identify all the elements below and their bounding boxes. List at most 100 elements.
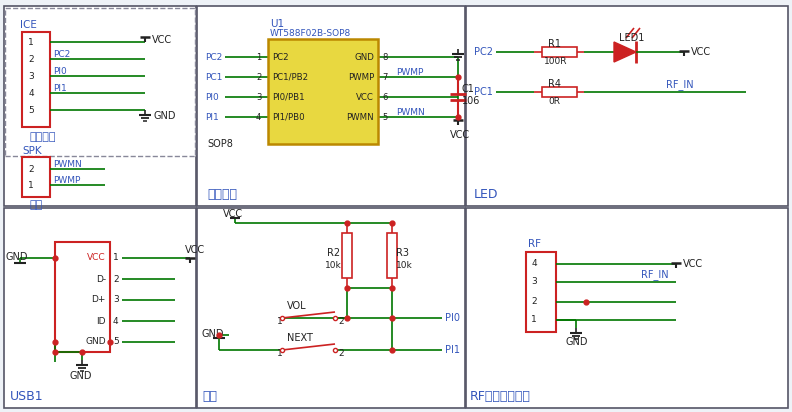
- Text: R1: R1: [548, 39, 561, 49]
- Text: GND: GND: [86, 337, 106, 346]
- Text: 2: 2: [338, 318, 344, 326]
- Text: PI1: PI1: [53, 84, 67, 93]
- Text: 2: 2: [29, 164, 34, 173]
- Text: PC2: PC2: [272, 52, 288, 61]
- Bar: [22, 32, 50, 127]
- Bar: [4, 6, 196, 206]
- Text: VCC: VCC: [87, 253, 106, 262]
- Text: PI1/PB0: PI1/PB0: [272, 112, 305, 122]
- Text: 106: 106: [462, 96, 481, 106]
- Text: LED: LED: [474, 187, 498, 201]
- Text: 4: 4: [531, 260, 537, 269]
- Bar: [542, 47, 577, 57]
- Text: GND: GND: [566, 337, 588, 347]
- Text: WT588F02B-SOP8: WT588F02B-SOP8: [270, 28, 351, 37]
- Text: GND: GND: [70, 371, 93, 381]
- Text: R3: R3: [396, 248, 409, 258]
- Text: C1: C1: [462, 84, 475, 94]
- Text: 2: 2: [29, 54, 34, 63]
- Text: PI1: PI1: [445, 345, 460, 355]
- Text: 3: 3: [531, 278, 537, 286]
- Text: VOL: VOL: [287, 301, 307, 311]
- Text: RF_IN: RF_IN: [641, 269, 668, 281]
- Text: GND: GND: [153, 111, 176, 121]
- Text: PI0: PI0: [445, 313, 460, 323]
- Text: 2: 2: [256, 73, 261, 82]
- Text: PWMP: PWMP: [396, 68, 424, 77]
- Text: VCC: VCC: [683, 259, 703, 269]
- Text: 喇叭: 喇叭: [30, 200, 44, 210]
- Text: VCC: VCC: [152, 35, 172, 45]
- Text: PC1: PC1: [474, 87, 493, 97]
- Text: 1: 1: [29, 37, 34, 47]
- Text: 0R: 0R: [548, 96, 560, 105]
- Bar: [5, 8, 195, 156]
- Text: R2: R2: [327, 248, 340, 258]
- Text: VCC: VCC: [691, 47, 711, 57]
- Text: 烧录接口: 烧录接口: [30, 132, 56, 142]
- Text: PI1: PI1: [205, 112, 219, 122]
- Text: 1: 1: [531, 316, 537, 325]
- Text: 5: 5: [113, 337, 119, 346]
- Text: PC1: PC1: [205, 73, 223, 82]
- Text: 100R: 100R: [544, 56, 568, 66]
- Text: 语音芯片: 语音芯片: [207, 187, 237, 201]
- Bar: [466, 208, 788, 408]
- Bar: [342, 233, 352, 278]
- Text: 1: 1: [277, 349, 283, 358]
- Text: 1: 1: [113, 253, 119, 262]
- Bar: [197, 6, 465, 206]
- Text: D+: D+: [92, 295, 106, 304]
- Text: 8: 8: [382, 52, 387, 61]
- Bar: [542, 87, 577, 97]
- Text: PC2: PC2: [205, 52, 223, 61]
- Polygon shape: [614, 42, 636, 62]
- Text: D-: D-: [96, 274, 106, 283]
- Bar: [387, 233, 397, 278]
- Text: PI0: PI0: [205, 93, 219, 101]
- Text: R4: R4: [548, 79, 561, 89]
- Text: 4: 4: [29, 89, 34, 98]
- Text: 3: 3: [113, 295, 119, 304]
- Text: 6: 6: [382, 93, 387, 101]
- Text: PWMP: PWMP: [53, 176, 80, 185]
- Text: 10k: 10k: [396, 260, 413, 269]
- Text: PC2: PC2: [53, 49, 70, 59]
- Text: SPK: SPK: [22, 146, 42, 156]
- Text: 1: 1: [256, 52, 261, 61]
- Text: GND: GND: [354, 52, 374, 61]
- Bar: [526, 252, 556, 332]
- Text: PWMN: PWMN: [53, 159, 82, 169]
- Text: PWMN: PWMN: [396, 108, 425, 117]
- Text: 10k: 10k: [325, 260, 342, 269]
- Text: PWMP: PWMP: [348, 73, 374, 82]
- Text: USB1: USB1: [10, 391, 44, 403]
- Text: PI0: PI0: [53, 66, 67, 75]
- Text: VCC: VCC: [223, 209, 243, 219]
- Text: SOP8: SOP8: [207, 139, 233, 149]
- Text: PC1/PB2: PC1/PB2: [272, 73, 308, 82]
- Bar: [4, 208, 196, 408]
- Text: VCC: VCC: [450, 130, 470, 140]
- Bar: [268, 39, 378, 144]
- Text: 3: 3: [256, 93, 261, 101]
- Text: 4: 4: [256, 112, 261, 122]
- Text: LED1: LED1: [619, 33, 645, 43]
- Text: RF模块信号接口: RF模块信号接口: [470, 391, 531, 403]
- Text: GND: GND: [202, 329, 224, 339]
- Text: 2: 2: [113, 274, 119, 283]
- Text: 2: 2: [338, 349, 344, 358]
- Text: GND: GND: [5, 252, 28, 262]
- Text: 1: 1: [29, 180, 34, 190]
- Text: PI0/PB1: PI0/PB1: [272, 93, 305, 101]
- Text: PC2: PC2: [474, 47, 493, 57]
- Text: RF_IN: RF_IN: [666, 80, 694, 91]
- Bar: [197, 208, 465, 408]
- Bar: [55, 242, 110, 352]
- Text: U1: U1: [270, 19, 284, 29]
- Text: 5: 5: [382, 112, 387, 122]
- Text: NEXT: NEXT: [287, 333, 313, 343]
- Text: 2: 2: [531, 297, 537, 307]
- Text: 5: 5: [29, 105, 34, 115]
- Text: RF: RF: [528, 239, 541, 249]
